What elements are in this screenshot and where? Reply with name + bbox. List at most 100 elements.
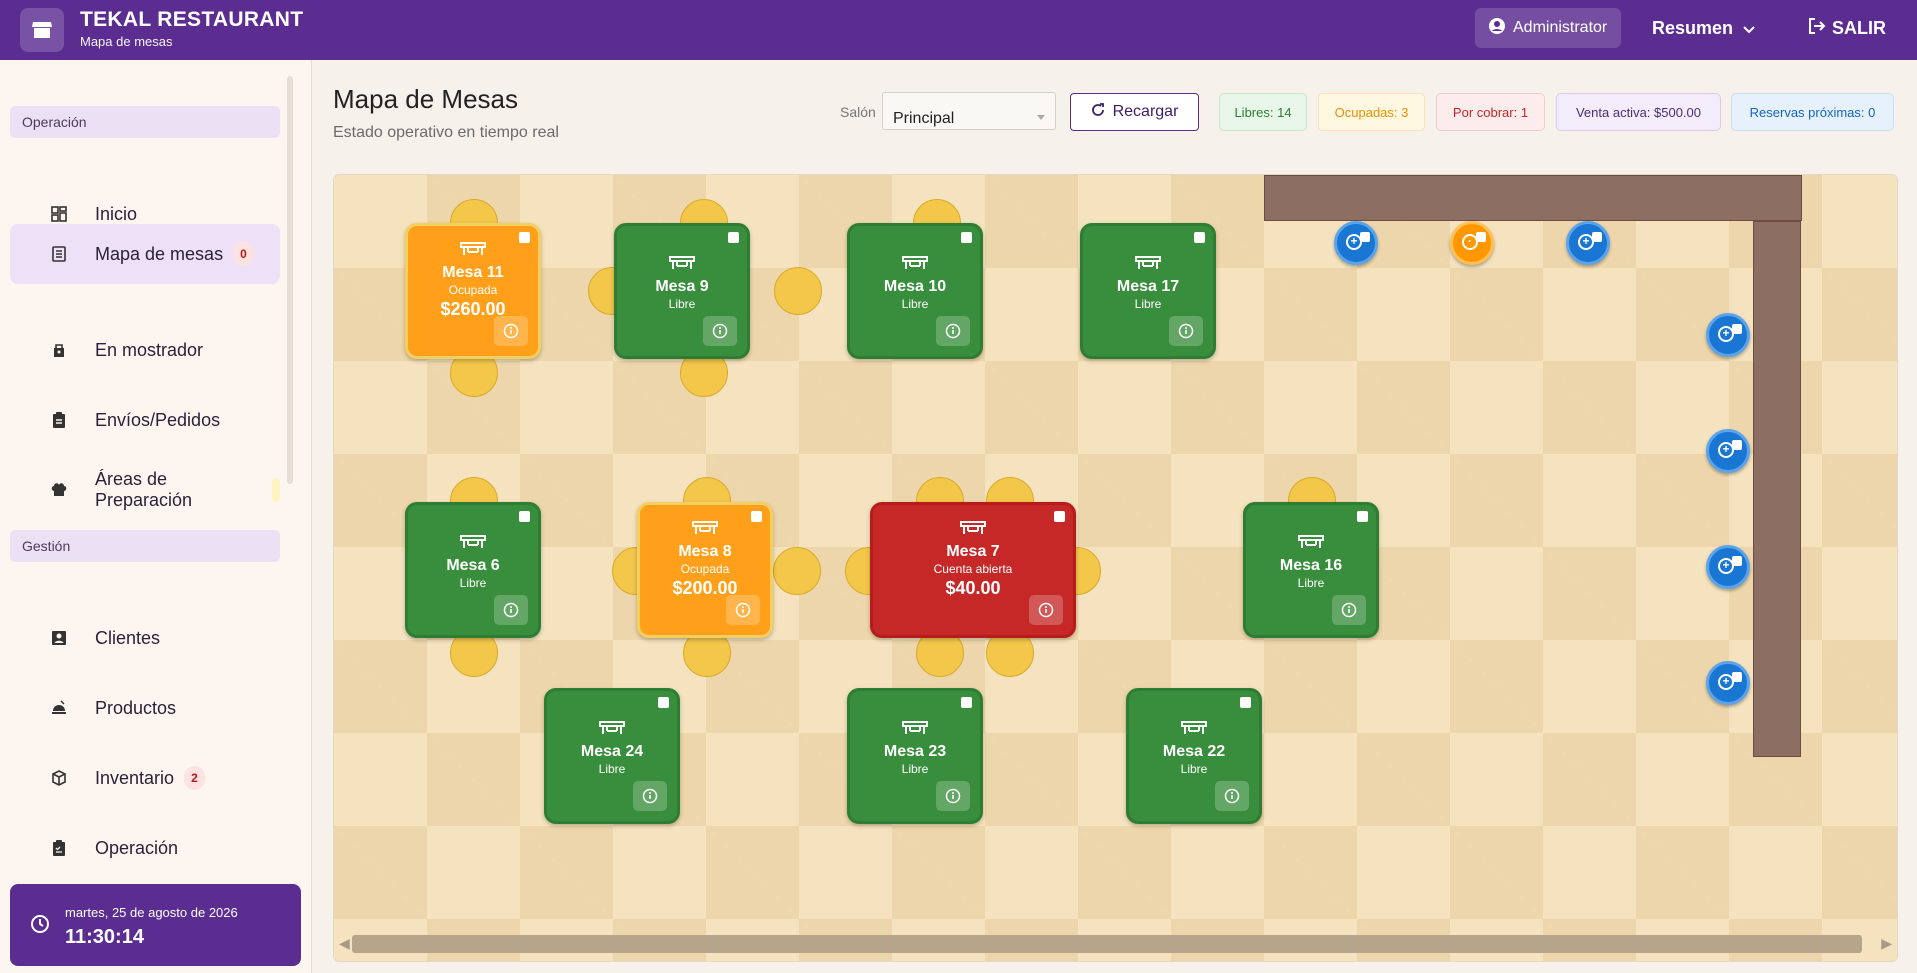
checklist-icon — [50, 839, 68, 857]
table-mesa-24[interactable]: Mesa 24 Libre — [544, 688, 680, 824]
table-icon — [617, 254, 747, 272]
counter-icon — [50, 341, 68, 359]
table-mesa-8[interactable]: Mesa 8 Ocupada $200.00 — [637, 502, 773, 638]
info-icon[interactable] — [703, 316, 737, 346]
table-mesa-11[interactable]: Mesa 11 Ocupada $260.00 — [405, 223, 541, 359]
table-status: Libre — [1180, 762, 1208, 776]
select-checkbox[interactable] — [1732, 324, 1742, 334]
nav-badge — [272, 478, 280, 502]
table-mesa-7[interactable]: Mesa 7 Cuenta abierta $40.00 — [870, 502, 1076, 638]
cube-icon — [50, 769, 68, 787]
sidebar-item-envios-pedidos[interactable]: Envíos/Pedidos — [10, 390, 280, 450]
select-checkbox[interactable] — [728, 232, 739, 243]
table-mesa-6[interactable]: Mesa 6 Libre — [405, 502, 541, 638]
horizontal-scrollbar[interactable] — [352, 935, 1862, 953]
info-icon[interactable] — [1332, 595, 1366, 625]
table-mesa-10[interactable]: Mesa 10 Libre — [847, 223, 983, 359]
select-checkbox[interactable] — [1732, 440, 1742, 450]
table-mesa-17[interactable]: Mesa 17 Libre — [1080, 223, 1216, 359]
bar-seat-node[interactable]: + — [1566, 221, 1610, 265]
sidebar: Operación Inicio Mapa de mesas 0 En most… — [0, 60, 312, 973]
chair — [773, 547, 821, 595]
select-checkbox[interactable] — [1592, 232, 1602, 242]
section-gestion: Gestión — [10, 530, 280, 562]
app-name: TEKAL RESTAURANT — [80, 8, 304, 31]
stat-libres: Libres: 14 — [1219, 93, 1307, 131]
sidebar-item-inventario[interactable]: Inventario 2 — [10, 748, 280, 808]
logout-button[interactable]: SALIR — [1808, 8, 1886, 48]
sidebar-item-clientes[interactable]: Clientes — [10, 608, 280, 668]
floor-plan[interactable]: Mesa 11 Ocupada $260.00 Mesa 9 Libre Mes… — [333, 174, 1898, 962]
table-mesa-9[interactable]: Mesa 9 Libre — [614, 223, 750, 359]
resumen-dropdown[interactable]: Resumen — [1652, 8, 1755, 48]
table-icon — [873, 519, 1073, 537]
bar-seat-node[interactable]: + — [1706, 313, 1750, 357]
select-checkbox[interactable] — [961, 232, 972, 243]
sidebar-item-en-mostrador[interactable]: En mostrador — [10, 320, 280, 380]
bar-seat-node-occupied[interactable]: · — [1450, 221, 1494, 265]
scroll-right-icon[interactable]: ▶ — [1881, 935, 1892, 951]
bar-seat-node[interactable]: + — [1334, 221, 1378, 265]
table-icon — [408, 533, 538, 551]
table-amount: $40.00 — [945, 578, 1001, 598]
caret-down-icon — [1037, 115, 1045, 120]
info-icon[interactable] — [726, 595, 760, 625]
select-checkbox[interactable] — [1240, 697, 1251, 708]
table-status: Ocupada — [680, 562, 730, 576]
nav-badge: 2 — [184, 766, 205, 790]
page-title: Mapa de Mesas — [333, 84, 518, 114]
sidebar-item-operacion[interactable]: Operación — [10, 818, 280, 878]
salon-select[interactable]: Principal — [882, 92, 1056, 130]
info-icon[interactable] — [494, 316, 528, 346]
select-checkbox[interactable] — [1732, 672, 1742, 682]
select-checkbox[interactable] — [1732, 556, 1742, 566]
info-icon[interactable] — [936, 316, 970, 346]
select-checkbox[interactable] — [751, 511, 762, 522]
table-status: Libre — [459, 576, 487, 590]
sidebar-item-label: Productos — [95, 697, 177, 718]
sidebar-item-mapa-de-mesas[interactable]: Mapa de mesas 0 — [10, 224, 280, 284]
salon-label: Salón — [840, 104, 876, 120]
stat-venta-activa: Venta activa: $500.00 — [1556, 93, 1721, 131]
sidebar-item-label: Envíos/Pedidos — [95, 409, 221, 430]
select-checkbox[interactable] — [1476, 232, 1486, 242]
select-checkbox[interactable] — [519, 511, 530, 522]
chef-hat-icon — [50, 481, 68, 499]
info-icon[interactable] — [1169, 316, 1203, 346]
select-checkbox[interactable] — [1054, 511, 1065, 522]
info-icon[interactable] — [936, 781, 970, 811]
select-checkbox[interactable] — [1194, 232, 1205, 243]
info-icon[interactable] — [494, 595, 528, 625]
table-mesa-23[interactable]: Mesa 23 Libre — [847, 688, 983, 824]
bar-seat-node[interactable]: + — [1706, 661, 1750, 705]
sidebar-item-areas-de-preparacion[interactable]: Áreas de Preparación — [10, 460, 280, 520]
info-icon[interactable] — [633, 781, 667, 811]
table-status: Libre — [598, 762, 626, 776]
store-icon[interactable] — [20, 8, 64, 52]
info-icon[interactable] — [1029, 595, 1063, 625]
select-checkbox[interactable] — [658, 697, 669, 708]
user-menu-button[interactable]: Administrator — [1475, 8, 1621, 48]
table-mesa-22[interactable]: Mesa 22 Libre — [1126, 688, 1262, 824]
table-mesa-16[interactable]: Mesa 16 Libre — [1243, 502, 1379, 638]
table-icon — [1129, 719, 1259, 737]
scroll-left-icon[interactable]: ◀ — [339, 935, 350, 951]
sidebar-item-inicio[interactable]: Inicio — [10, 184, 280, 244]
info-icon[interactable] — [1215, 781, 1249, 811]
select-checkbox[interactable] — [961, 697, 972, 708]
sidebar-item-productos[interactable]: Productos — [10, 678, 280, 738]
table-icon — [547, 719, 677, 737]
sidebar-scrollbar[interactable] — [287, 76, 293, 484]
page-subtitle: Estado operativo en tiempo real — [333, 124, 559, 141]
logout-label: SALIR — [1832, 17, 1886, 38]
food-icon — [50, 699, 68, 717]
sidebar-item-label: Inicio — [95, 203, 138, 224]
select-checkbox[interactable] — [1357, 511, 1368, 522]
reload-button[interactable]: Recargar — [1070, 93, 1199, 131]
bar-seat-node[interactable]: + — [1706, 429, 1750, 473]
select-checkbox[interactable] — [1360, 232, 1370, 242]
add-icon: + — [1346, 234, 1362, 250]
stat-por-cobrar: Por cobrar: 1 — [1436, 93, 1545, 131]
bar-seat-node[interactable]: + — [1706, 545, 1750, 589]
select-checkbox[interactable] — [519, 232, 530, 243]
